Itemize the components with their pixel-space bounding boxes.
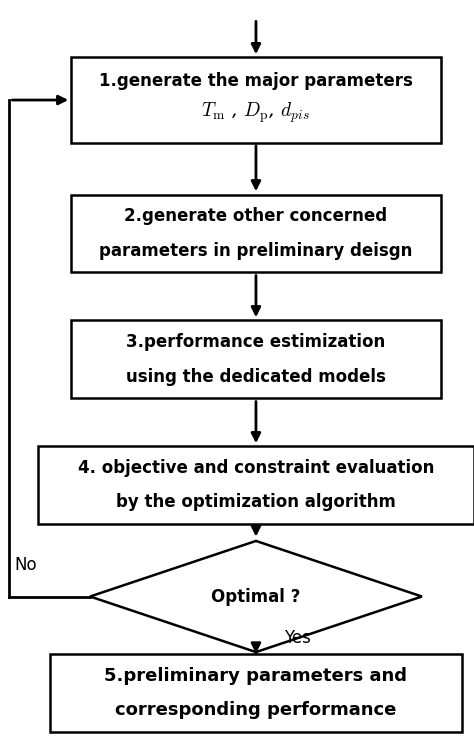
FancyBboxPatch shape [38,446,474,525]
Text: Yes: Yes [284,629,311,647]
Text: 3.performance estimization: 3.performance estimization [127,333,385,351]
Text: corresponding performance: corresponding performance [115,701,397,719]
Text: using the dedicated models: using the dedicated models [126,368,386,385]
Text: No: No [14,556,37,574]
FancyBboxPatch shape [71,58,441,143]
Text: 5.preliminary parameters and: 5.preliminary parameters and [104,667,408,685]
Text: parameters in preliminary deisgn: parameters in preliminary deisgn [99,242,413,259]
Text: 2.generate other concerned: 2.generate other concerned [124,207,388,225]
FancyBboxPatch shape [71,194,441,272]
Text: by the optimization algorithm: by the optimization algorithm [116,494,396,511]
Polygon shape [90,541,422,652]
Text: $T_{\mathrm{m}}$ , $D_{\mathrm{p}}$, $d_{pis}$: $T_{\mathrm{m}}$ , $D_{\mathrm{p}}$, $d_… [201,101,310,125]
FancyBboxPatch shape [71,320,441,399]
Text: 4. objective and constraint evaluation: 4. objective and constraint evaluation [78,459,434,477]
Text: Optimal ?: Optimal ? [211,588,301,605]
Text: 1.generate the major parameters: 1.generate the major parameters [99,73,413,90]
FancyBboxPatch shape [50,654,462,732]
